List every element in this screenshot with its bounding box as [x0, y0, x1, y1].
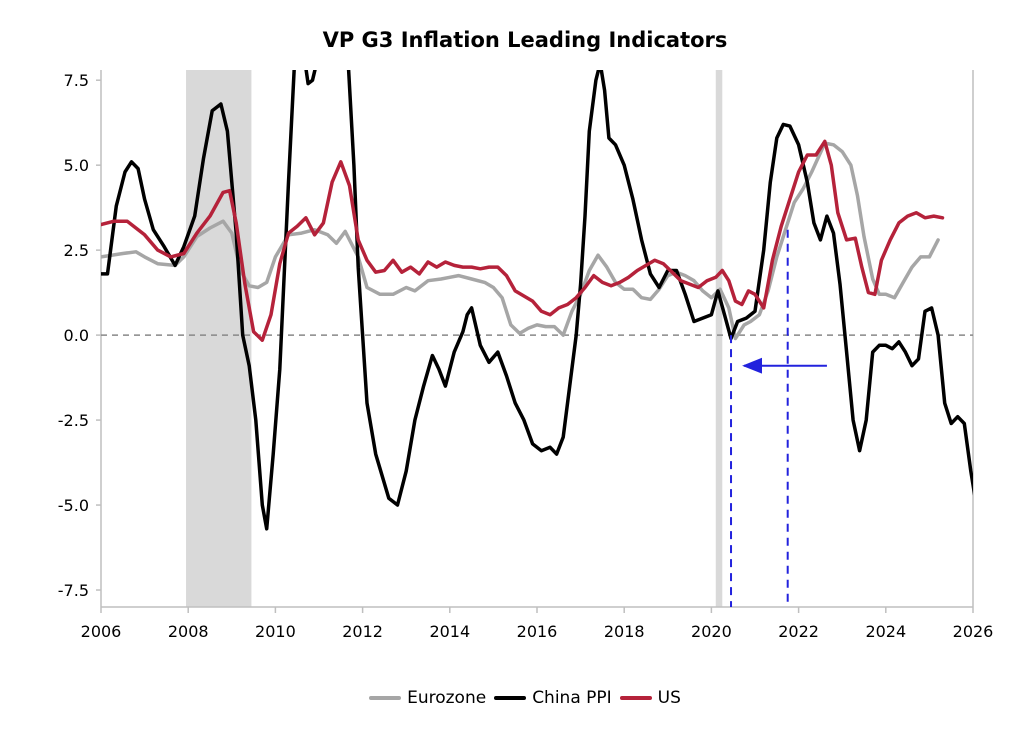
chart-title: VP G3 Inflation Leading Indicators: [322, 28, 728, 52]
x-tick-label: 2010: [255, 622, 296, 641]
x-tick-label: 2024: [865, 622, 906, 641]
y-tick-label: -7.5: [58, 581, 89, 600]
series-line-china-ppi: [101, 70, 973, 531]
x-tick-label: 2008: [168, 622, 209, 641]
series-line-eurozone: [101, 141, 940, 341]
legend: Eurozone China PPI US: [0, 685, 1024, 708]
shaded-period-0: [186, 70, 252, 607]
shaded-period-1: [715, 70, 723, 607]
y-tick-label: -2.5: [58, 411, 89, 430]
axes: -7.5 -5.0 -2.5 0.0 2.5 5.0 7.5 2006 2008 2010 2012…: [58, 70, 994, 641]
legend-item: China PPI: [494, 688, 612, 708]
y-tick-label: 7.5: [64, 71, 89, 90]
legend-swatch: [369, 696, 402, 700]
y-tick-label: 5.0: [64, 156, 89, 175]
legend-swatch: [494, 696, 527, 700]
annotations: [730, 229, 827, 607]
y-tick-label: -5.0: [58, 496, 89, 515]
series-lines: [101, 70, 973, 531]
recession-shading: [186, 70, 723, 607]
x-tick-label: 2006: [81, 622, 122, 641]
legend-label: China PPI: [532, 688, 612, 708]
x-tick-label: 2016: [517, 622, 558, 641]
legend-item: Eurozone: [369, 688, 486, 708]
x-tick-label: 2020: [691, 622, 732, 641]
legend-item: US: [619, 688, 681, 708]
x-tick-label: 2022: [778, 622, 819, 641]
legend-label: US: [657, 688, 681, 708]
x-tick-label: 2012: [342, 622, 383, 641]
x-tick-label: 2014: [429, 622, 470, 641]
legend-swatch: [619, 696, 652, 700]
x-tick-label: 2018: [604, 622, 645, 641]
y-tick-label: 2.5: [64, 241, 89, 260]
y-tick-label: 0.0: [64, 326, 89, 345]
x-tick-label: 2026: [953, 622, 994, 641]
legend-label: Eurozone: [407, 688, 487, 708]
series-line-us: [101, 139, 945, 342]
